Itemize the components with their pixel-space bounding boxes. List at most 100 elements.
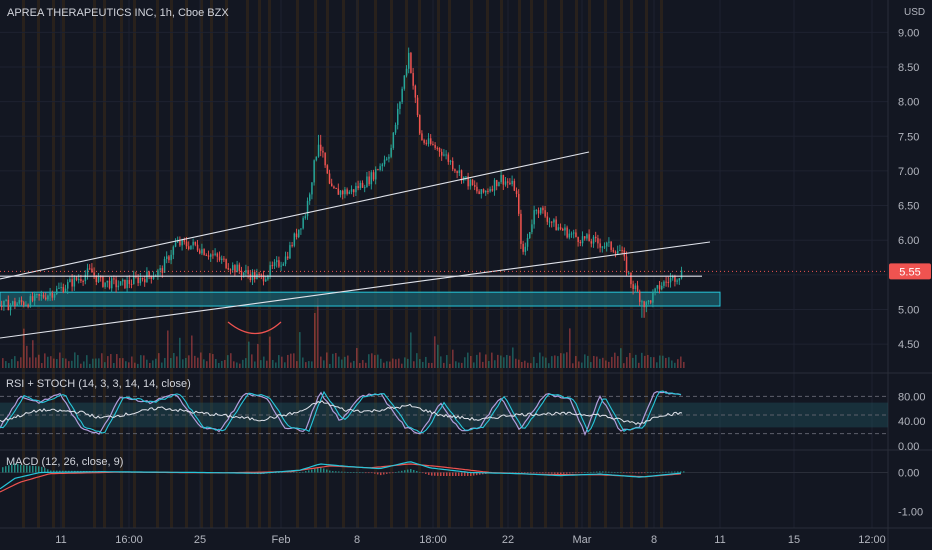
candle-body (130, 283, 133, 285)
rsi-axis[interactable]: 80.00 40.00 0.00 (898, 391, 926, 453)
rsi-stoch-pane[interactable] (0, 390, 888, 437)
macd-histogram-bar (578, 472, 580, 474)
time-axis-label: 25 (194, 534, 206, 546)
macd-histogram-bar (14, 463, 16, 473)
candle-body (621, 249, 623, 251)
candle-body (313, 160, 315, 183)
trendlines[interactable] (0, 151, 711, 339)
candle-body (225, 259, 227, 268)
volume-bar (671, 360, 673, 368)
candle-body (643, 301, 645, 308)
price-pane[interactable] (0, 47, 888, 368)
macd-histogram-bar (476, 472, 478, 476)
curve-annotation[interactable] (227, 321, 282, 334)
volume-bar (545, 357, 547, 368)
session-band (246, 0, 249, 528)
volume-bar (233, 361, 235, 368)
candle-body (522, 243, 524, 252)
volume-bar (485, 354, 487, 368)
candle-body (665, 281, 667, 283)
candle-body (430, 138, 432, 144)
support-zone[interactable] (0, 291, 721, 307)
candle-body (390, 147, 392, 157)
macd-histogram-bar (653, 472, 655, 473)
macd-histogram-bar (668, 471, 670, 473)
macd-histogram-bar (32, 465, 34, 473)
volume-bar (329, 363, 331, 368)
candle-body (674, 275, 676, 282)
candle-body (344, 189, 346, 195)
macd-pane[interactable] (0, 461, 888, 493)
volume-bar (140, 355, 142, 368)
volume-bar (548, 363, 550, 368)
volume-bar (218, 362, 220, 368)
macd-axis[interactable]: 0.00 -1.00 (898, 467, 923, 518)
candle-body (27, 304, 29, 307)
volume-bar (404, 357, 406, 368)
candle-body (170, 254, 172, 261)
macd-histogram-bar (554, 472, 556, 474)
candle-body (148, 271, 150, 276)
candle-body (357, 186, 359, 189)
macd-histogram-bar (470, 472, 472, 476)
macd-histogram-bar (47, 469, 49, 473)
session-band (120, 0, 123, 528)
candle-body (117, 285, 120, 288)
macd-histogram-bar (677, 471, 679, 473)
currency-label[interactable]: USD (904, 7, 925, 18)
volume-bar (512, 347, 514, 368)
volume-bar (221, 360, 223, 368)
candle-body (56, 288, 58, 295)
candle-body (401, 88, 403, 103)
volume-bar (392, 358, 394, 368)
candle-body (562, 228, 564, 231)
candle-body (174, 242, 177, 247)
macd-histogram-bar (665, 471, 667, 473)
candle-body (559, 227, 562, 229)
macd-histogram-bar (365, 472, 367, 474)
macd-histogram-bar (479, 472, 481, 475)
volume-bar (290, 353, 292, 368)
volume-bar (608, 361, 610, 368)
volume-bar (152, 360, 154, 368)
candle-body (361, 182, 364, 188)
candle-body (392, 132, 395, 148)
macd-histogram-bar (329, 470, 331, 473)
candle-body (542, 207, 544, 211)
volume-bar (506, 354, 508, 368)
volume-bar (32, 340, 34, 368)
candle-body (661, 285, 663, 290)
candle-body (93, 272, 95, 276)
volume-bar (680, 356, 682, 368)
volume-bar (245, 358, 247, 368)
candle-body (628, 272, 630, 274)
macd-histogram-bar (581, 472, 583, 474)
time-axis[interactable]: 11 16:00 25 Feb 8 18:00 22 Mar 8 11 15 12:00 (55, 534, 885, 546)
volume-bar (356, 348, 358, 368)
volume-bar (446, 355, 448, 368)
volume-bar (263, 356, 265, 368)
candle-body (575, 232, 577, 237)
volume-bar (647, 354, 649, 368)
candle-body (133, 276, 135, 285)
candle-body (350, 189, 353, 192)
candle-body (353, 189, 355, 193)
macd-panel-title: MACD (12, 26, close, 9) (6, 456, 123, 468)
candle-body (152, 276, 155, 280)
volume-bar (89, 363, 91, 368)
volume-bar (83, 361, 85, 368)
session-band (620, 0, 623, 528)
session-band (645, 0, 648, 528)
volume-bar (320, 356, 322, 368)
candle-body (243, 272, 245, 276)
volume-bar (347, 355, 349, 368)
macd-histogram-bar (449, 472, 451, 476)
macd-histogram-bar (656, 472, 658, 473)
candle-body (485, 190, 487, 193)
session-band (448, 0, 451, 528)
price-axis-label: 4.50 (898, 339, 919, 351)
macd-histogram-bar (416, 470, 418, 473)
candle-body (658, 285, 661, 290)
candle-body (476, 186, 478, 192)
